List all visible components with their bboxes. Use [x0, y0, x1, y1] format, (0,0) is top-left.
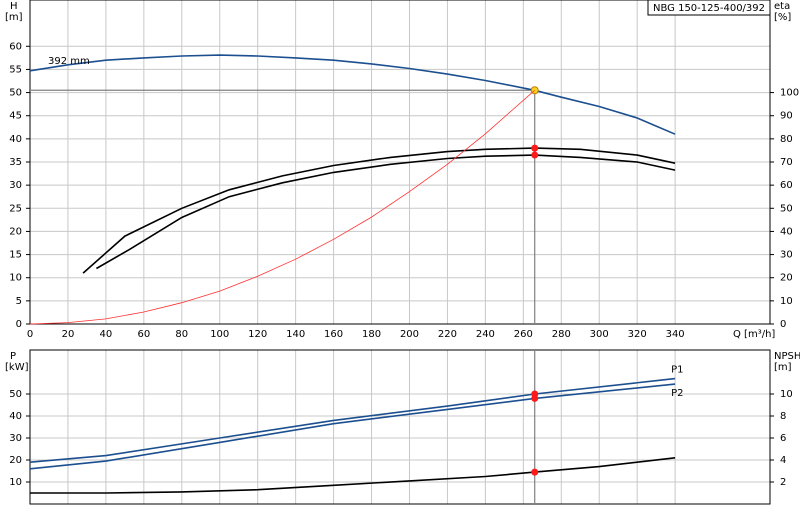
- curve: [29, 54, 676, 135]
- operating-point: [531, 468, 539, 476]
- y2-tick-label: 100: [780, 88, 799, 99]
- y-tick-label: 20: [9, 226, 22, 237]
- y2-tick-label: 50: [780, 203, 793, 214]
- y-tick-label: 25: [9, 203, 22, 214]
- x-tick-label: 20: [62, 329, 75, 340]
- x-tick-label: 240: [476, 329, 495, 340]
- y-tick-label: 50: [9, 389, 22, 400]
- curve: [96, 154, 676, 270]
- operating-point: [531, 394, 539, 402]
- y-tick-label: 55: [9, 64, 22, 75]
- y-tick-label: 40: [9, 134, 22, 145]
- y-tick-label: 10: [9, 273, 22, 284]
- y-tick-label: 30: [9, 433, 22, 444]
- plot-frame: [29, 349, 771, 505]
- y2-tick-label: 40: [780, 226, 793, 237]
- x-tick-label: 80: [175, 329, 188, 340]
- chart-title: NBG 150-125-400/392: [653, 3, 765, 14]
- x-tick-label: 0: [27, 329, 33, 340]
- x-tick-label: 320: [628, 329, 647, 340]
- y-tick-label: 30: [9, 180, 22, 191]
- y-tick-label: 35: [9, 157, 22, 168]
- x-tick-label: 160: [324, 329, 343, 340]
- x-tick-label: 220: [438, 329, 457, 340]
- x-tick-label: 180: [362, 329, 381, 340]
- y2-axis-label: NPSH: [774, 351, 800, 362]
- x-tick-label: 300: [590, 329, 609, 340]
- y-tick-label: 40: [9, 411, 22, 422]
- y-tick-label: 20: [9, 455, 22, 466]
- y-tick-label: 10: [9, 477, 22, 488]
- x-tick-label: 100: [210, 329, 229, 340]
- curve: [29, 90, 535, 325]
- x-tick-label: 340: [666, 329, 685, 340]
- x-tick-label: 280: [552, 329, 571, 340]
- y2-tick-label: 80: [780, 134, 793, 145]
- y-axis-unit: [kW]: [5, 362, 29, 373]
- plot-frame: [29, 0, 771, 325]
- y-axis-unit: [m]: [5, 12, 23, 23]
- y-tick-label: 5: [16, 296, 22, 307]
- y2-tick-label: 8: [780, 411, 786, 422]
- series-label: P2: [671, 388, 683, 399]
- y-axis-label: H: [10, 1, 18, 12]
- y2-tick-label: 0: [780, 319, 786, 330]
- y-tick-label: 0: [16, 319, 22, 330]
- curve: [82, 147, 676, 274]
- operating-point: [531, 144, 539, 152]
- y2-tick-label: 6: [780, 433, 786, 444]
- x-tick-label: 60: [137, 329, 150, 340]
- x-tick-label: 200: [400, 329, 419, 340]
- y2-tick-label: 90: [780, 111, 793, 122]
- y2-tick-label: 10: [780, 296, 793, 307]
- x-tick-label: 120: [248, 329, 267, 340]
- y-tick-label: 45: [9, 111, 22, 122]
- y2-axis-unit: [m]: [774, 362, 792, 373]
- series-label: P1: [671, 365, 683, 376]
- y2-tick-label: 70: [780, 157, 793, 168]
- y2-tick-label: 30: [780, 250, 793, 261]
- x-axis-label: Q [m³/h]: [733, 329, 775, 340]
- y2-tick-label: 2: [780, 477, 786, 488]
- title-box: [647, 0, 771, 16]
- y2-tick-label: 20: [780, 273, 793, 284]
- y2-axis-unit: [%]: [774, 12, 791, 23]
- x-tick-label: 260: [514, 329, 533, 340]
- y2-tick-label: 4: [780, 455, 786, 466]
- series-label: 392 mm: [48, 56, 90, 67]
- operating-point: [531, 151, 539, 159]
- y2-tick-label: 10: [780, 389, 793, 400]
- y-tick-label: 50: [9, 88, 22, 99]
- y-tick-label: 15: [9, 250, 22, 261]
- y-tick-label: 60: [9, 41, 22, 52]
- x-tick-label: 140: [286, 329, 305, 340]
- curve: [30, 457, 676, 494]
- y2-axis-label: eta: [774, 1, 790, 12]
- x-tick-label: 40: [100, 329, 113, 340]
- y2-tick-label: 60: [780, 180, 793, 191]
- y-axis-label: P: [10, 351, 16, 362]
